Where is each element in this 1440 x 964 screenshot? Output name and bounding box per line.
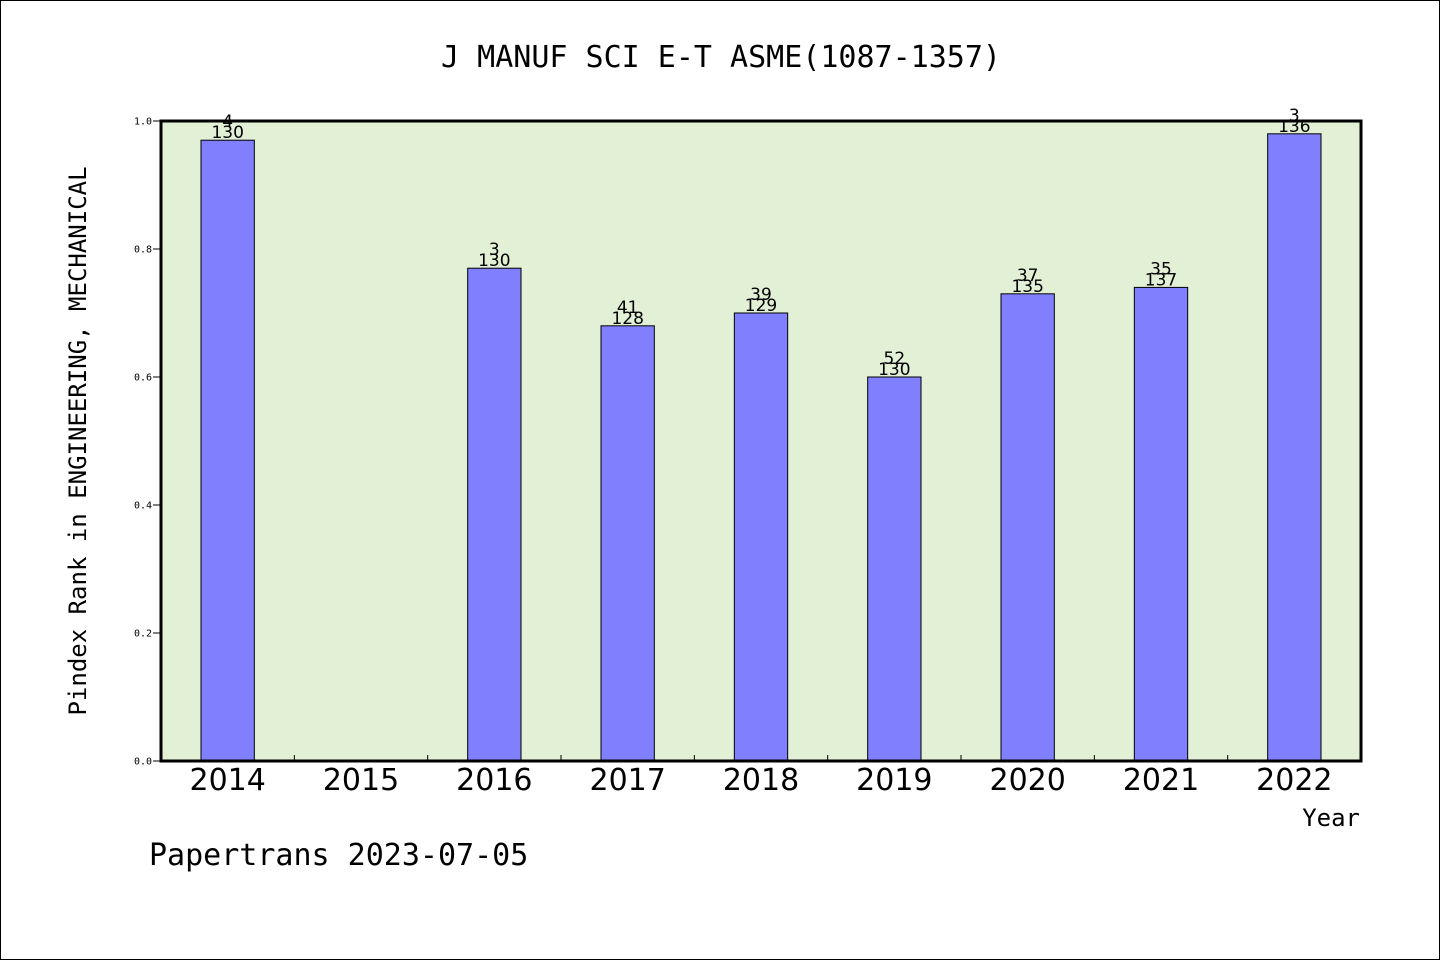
y-tick-label: 0.8 <box>134 245 152 256</box>
rank-label: 37 <box>1017 266 1039 286</box>
bar-2021 <box>1133 286 1189 762</box>
total-label: 129 <box>745 296 777 316</box>
rank-label: 35 <box>1150 259 1172 279</box>
rank-label: 3 <box>489 240 500 260</box>
x-tick-label: 2016 <box>456 763 532 798</box>
x-tick-label: 2014 <box>189 763 265 798</box>
x-axis: 2014 2015 2016 2017 2018 2019 2020 2021 2022 <box>189 755 1333 798</box>
total-label: 130 <box>878 360 910 380</box>
rank-label: 41 <box>617 298 639 318</box>
bar-2022 <box>1267 133 1322 762</box>
total-label: 137 <box>1145 270 1177 290</box>
bar-2019 <box>867 376 922 762</box>
footer-text: Papertrans 2023-07-05 <box>149 838 528 873</box>
x-tick-label: 2019 <box>856 763 932 798</box>
rank-label: 39 <box>750 285 772 305</box>
bar-2020 <box>1000 293 1055 762</box>
x-tick-label: 2021 <box>1123 763 1199 798</box>
y-axis-label: Pindex Rank in ENGINEERING, MECHANICAL <box>64 166 92 715</box>
x-tick-label: 2017 <box>589 763 665 798</box>
y-axis: 0.0 0.2 0.4 0.6 0.8 1.0 <box>134 117 161 768</box>
bar-2017 <box>600 325 655 762</box>
y-tick-label: 0.6 <box>134 373 152 384</box>
total-label: 128 <box>611 309 643 329</box>
x-axis-label: Year <box>1302 804 1360 832</box>
bar-2016 <box>467 267 522 762</box>
bar-2018 <box>733 312 789 762</box>
plot-border <box>159 119 1363 763</box>
bar-2014 <box>200 139 255 762</box>
rank-label: 52 <box>884 349 906 369</box>
y-tick-label: 0.4 <box>134 501 152 512</box>
x-tick-label: 2015 <box>323 763 399 798</box>
total-label: 130 <box>478 251 510 271</box>
x-tick-label: 2018 <box>723 763 799 798</box>
total-label: 130 <box>211 123 243 143</box>
total-label: 135 <box>1011 277 1043 297</box>
y-tick-label: 0.2 <box>134 629 152 640</box>
y-tick-label: 1.0 <box>134 117 152 128</box>
y-tick-label: 0.0 <box>134 757 152 768</box>
chart-title: J MANUF SCI E-T ASME(1087-1357) <box>441 40 1001 75</box>
x-tick-label: 2022 <box>1256 763 1332 798</box>
rank-label: 3 <box>1289 106 1300 126</box>
x-tick-label: 2020 <box>989 763 1065 798</box>
bars <box>200 133 1322 762</box>
